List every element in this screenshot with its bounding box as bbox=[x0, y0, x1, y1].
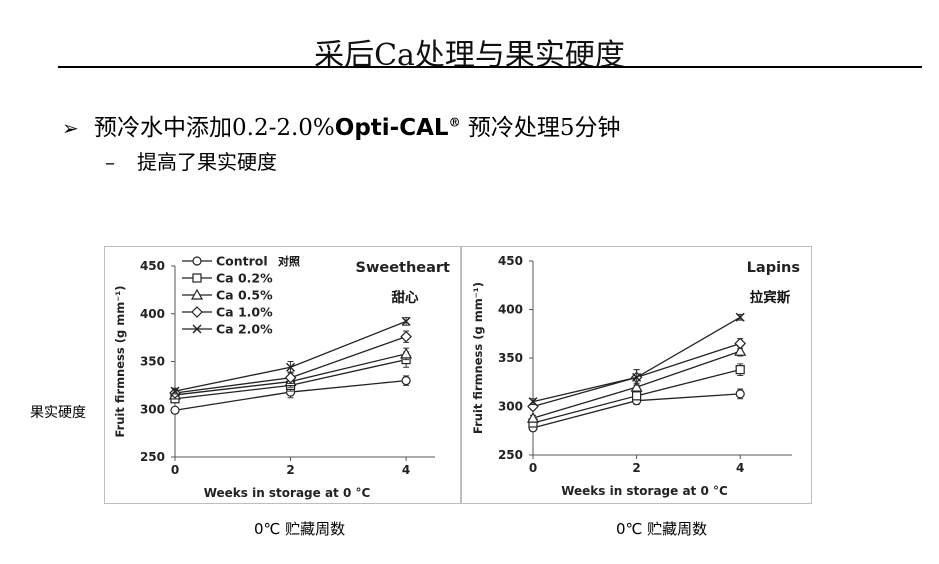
bullet-prefix: 预冷水中添加0.2-2.0% bbox=[94, 115, 335, 141]
x-tick-label: 4 bbox=[736, 461, 744, 475]
data-point bbox=[401, 316, 411, 326]
chart-lapins: 250 300 350 400 450 0 2 4 Weeks in storage at 0 … bbox=[471, 254, 800, 498]
sub-bullet-dash: – bbox=[105, 150, 115, 174]
y-tick-label: 450 bbox=[140, 259, 165, 273]
sub-bullet-text: 提高了果实硬度 bbox=[137, 150, 277, 174]
legend-label: Ca 0.5% bbox=[216, 288, 273, 303]
caption-left: 0℃ 贮藏周数 bbox=[254, 520, 346, 538]
chart-title: Sweetheart bbox=[356, 260, 451, 276]
x-tick-label: 0 bbox=[529, 461, 537, 475]
chart-sweetheart: 250 300 350 400 450 0 2 4 Weeks in storage at 0 … bbox=[113, 254, 451, 501]
y-tick-label: 400 bbox=[498, 303, 523, 317]
data-point bbox=[734, 337, 747, 350]
legend-marker bbox=[190, 288, 204, 300]
y-tick-label: 400 bbox=[140, 307, 165, 321]
data-point bbox=[735, 365, 745, 375]
y-tick-label: 250 bbox=[498, 448, 523, 462]
chart-subtitle: 拉宾斯 bbox=[750, 289, 791, 306]
legend-marker bbox=[192, 256, 202, 266]
title-divider bbox=[58, 66, 922, 68]
bullet-suffix: 预冷处理5分钟 bbox=[460, 115, 621, 141]
y-tick-label: 450 bbox=[498, 254, 523, 268]
x-tick-label: 2 bbox=[632, 461, 640, 475]
data-point bbox=[284, 371, 297, 384]
x-axis-label: Weeks in storage at 0 °C bbox=[204, 486, 371, 500]
data-point bbox=[401, 376, 411, 386]
x-tick-label: 2 bbox=[286, 463, 294, 477]
caption-right: 0℃ 贮藏周数 bbox=[616, 520, 708, 538]
data-point bbox=[526, 411, 540, 423]
y-tick-label: 350 bbox=[498, 351, 523, 365]
legend-label: Ca 1.0% bbox=[216, 305, 273, 320]
y-tick-label: 350 bbox=[140, 355, 165, 369]
series-ca-2-0- bbox=[528, 312, 745, 407]
data-point bbox=[400, 347, 413, 359]
data-point bbox=[170, 405, 180, 415]
charts-divider bbox=[460, 246, 462, 504]
legend-note: 对照 bbox=[278, 254, 300, 268]
x-axis-label: Weeks in storage at 0 °C bbox=[561, 484, 728, 498]
chart-subtitle: 甜心 bbox=[392, 289, 419, 306]
legend-marker bbox=[191, 306, 203, 318]
y-tick-label: 300 bbox=[498, 400, 523, 414]
bullet-registered-mark: ® bbox=[448, 115, 461, 130]
data-point bbox=[632, 372, 642, 382]
y-axis-label: Fruit firmness (g mm⁻¹) bbox=[471, 282, 485, 434]
bullet-main: ➢ 预冷水中添加0.2-2.0%Opti-CAL® 预冷处理5分钟 bbox=[62, 108, 621, 142]
charts-frame bbox=[104, 246, 812, 504]
side-label: 果实硬度 bbox=[30, 405, 86, 421]
chart-title: Lapins bbox=[747, 260, 800, 276]
data-point bbox=[735, 312, 745, 322]
x-tick-label: 4 bbox=[402, 463, 410, 477]
legend-label: Ca 2.0% bbox=[216, 322, 273, 337]
data-point bbox=[400, 330, 412, 343]
data-point bbox=[734, 344, 747, 356]
bullet-product: Opti-CAL bbox=[334, 115, 449, 141]
data-point bbox=[528, 397, 538, 407]
series-ca-0-5- bbox=[526, 344, 747, 423]
y-tick-label: 250 bbox=[140, 450, 165, 464]
y-axis-label: Fruit firmness (g mm⁻¹) bbox=[113, 285, 127, 437]
legend-label: Ca 0.2% bbox=[216, 271, 273, 286]
legend-marker bbox=[192, 324, 202, 334]
data-point bbox=[735, 389, 745, 399]
legend-label: Control bbox=[216, 254, 268, 269]
data-point bbox=[632, 391, 642, 401]
legend-marker bbox=[192, 273, 202, 283]
data-point bbox=[630, 380, 643, 392]
data-point bbox=[286, 362, 296, 372]
data-point bbox=[170, 386, 180, 396]
bullet-arrow-icon: ➢ bbox=[62, 116, 79, 140]
legend: Control Ca 0.2% Ca 0.5% Ca 1.0% Ca 2.0% bbox=[182, 254, 273, 337]
sub-bullet: – 提高了果实硬度 bbox=[105, 146, 277, 175]
series-ca-2-0- bbox=[170, 316, 411, 396]
x-tick-label: 0 bbox=[171, 463, 179, 477]
y-tick-label: 300 bbox=[140, 402, 165, 416]
